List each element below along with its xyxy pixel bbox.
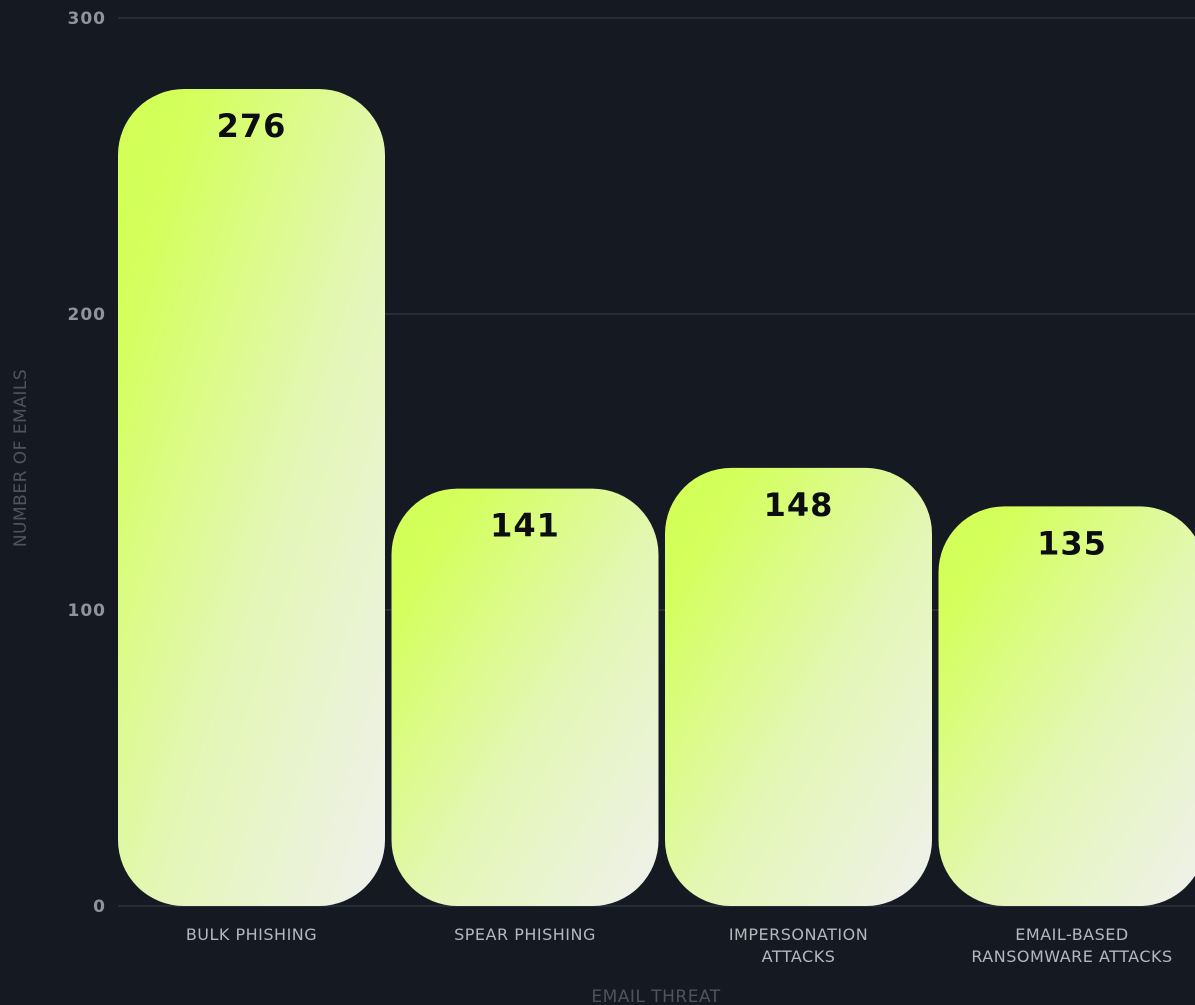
- bar: [665, 467, 932, 906]
- bar: [391, 488, 659, 906]
- label-layer: 276 BULK PHISHING 141 SPEAR PHISHING 148 IMPE…: [186, 107, 1172, 966]
- bar: [118, 89, 385, 907]
- bar-value-label: 135: [1037, 524, 1107, 562]
- y-tick-label: 0: [93, 897, 106, 917]
- x-tick-label: RANSOMWARE ATTACKS: [971, 947, 1172, 966]
- y-tick-label: 200: [68, 305, 107, 325]
- x-tick-label: IMPERSONATION: [729, 925, 868, 944]
- bar-value-label: 141: [490, 507, 560, 545]
- x-tick-label: SPEAR PHISHING: [454, 925, 596, 944]
- y-tick-label: 100: [68, 601, 107, 621]
- x-tick-label: ATTACKS: [762, 947, 836, 966]
- x-tick-label: EMAIL-BASED: [1015, 925, 1128, 944]
- bar: [938, 506, 1195, 906]
- x-axis-label: EMAIL THREAT: [591, 987, 720, 1005]
- bar-value-label: 148: [764, 486, 834, 524]
- bar-layer: [118, 89, 1195, 907]
- y-axis-label: NUMBER OF EMAILS: [11, 369, 31, 547]
- x-tick-label: BULK PHISHING: [186, 925, 317, 944]
- y-tick-label: 300: [68, 9, 107, 29]
- bar-value-label: 276: [217, 107, 287, 145]
